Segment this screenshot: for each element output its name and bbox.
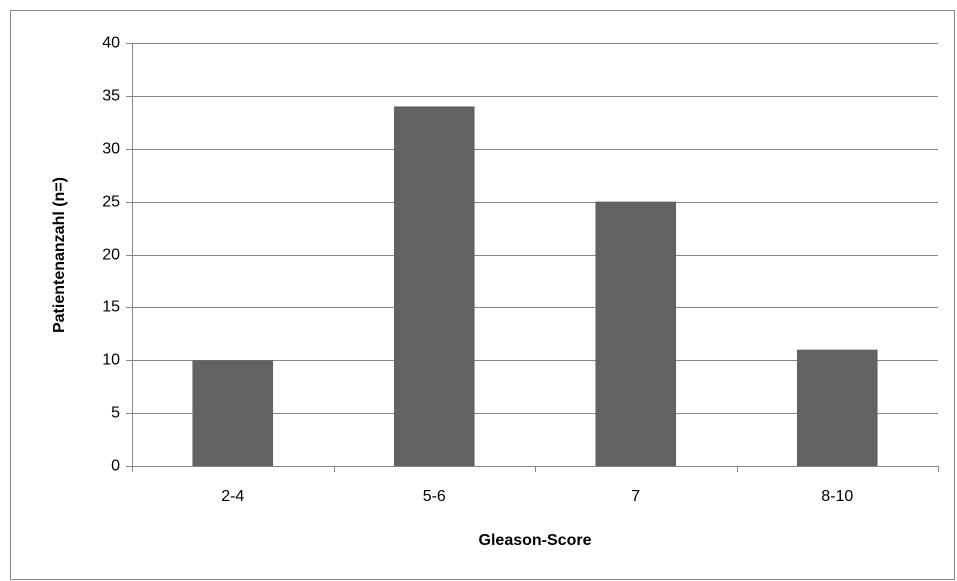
x-tick-label: 8-10 bbox=[821, 488, 853, 505]
chart-border bbox=[10, 10, 955, 580]
bar bbox=[192, 360, 274, 466]
y-tick-label: 20 bbox=[102, 247, 120, 264]
x-tick-label: 7 bbox=[631, 488, 640, 505]
bar bbox=[796, 349, 878, 466]
y-tick-label: 10 bbox=[102, 352, 120, 369]
y-axis-title: Patientenanzahl (n=) bbox=[51, 177, 68, 333]
x-tick-label: 2-4 bbox=[221, 488, 244, 505]
y-tick-label: 40 bbox=[102, 35, 120, 52]
x-tick-label: 5-6 bbox=[423, 488, 446, 505]
y-tick-label: 5 bbox=[111, 405, 120, 422]
y-tick-label: 15 bbox=[102, 299, 120, 316]
bar bbox=[595, 201, 677, 466]
y-tick-label: 35 bbox=[102, 88, 120, 105]
bar bbox=[393, 106, 475, 466]
y-tick-label: 30 bbox=[102, 141, 120, 158]
y-tick-label: 25 bbox=[102, 194, 120, 211]
x-axis-title: Gleason-Score bbox=[479, 532, 592, 549]
y-tick-label: 0 bbox=[111, 458, 120, 475]
